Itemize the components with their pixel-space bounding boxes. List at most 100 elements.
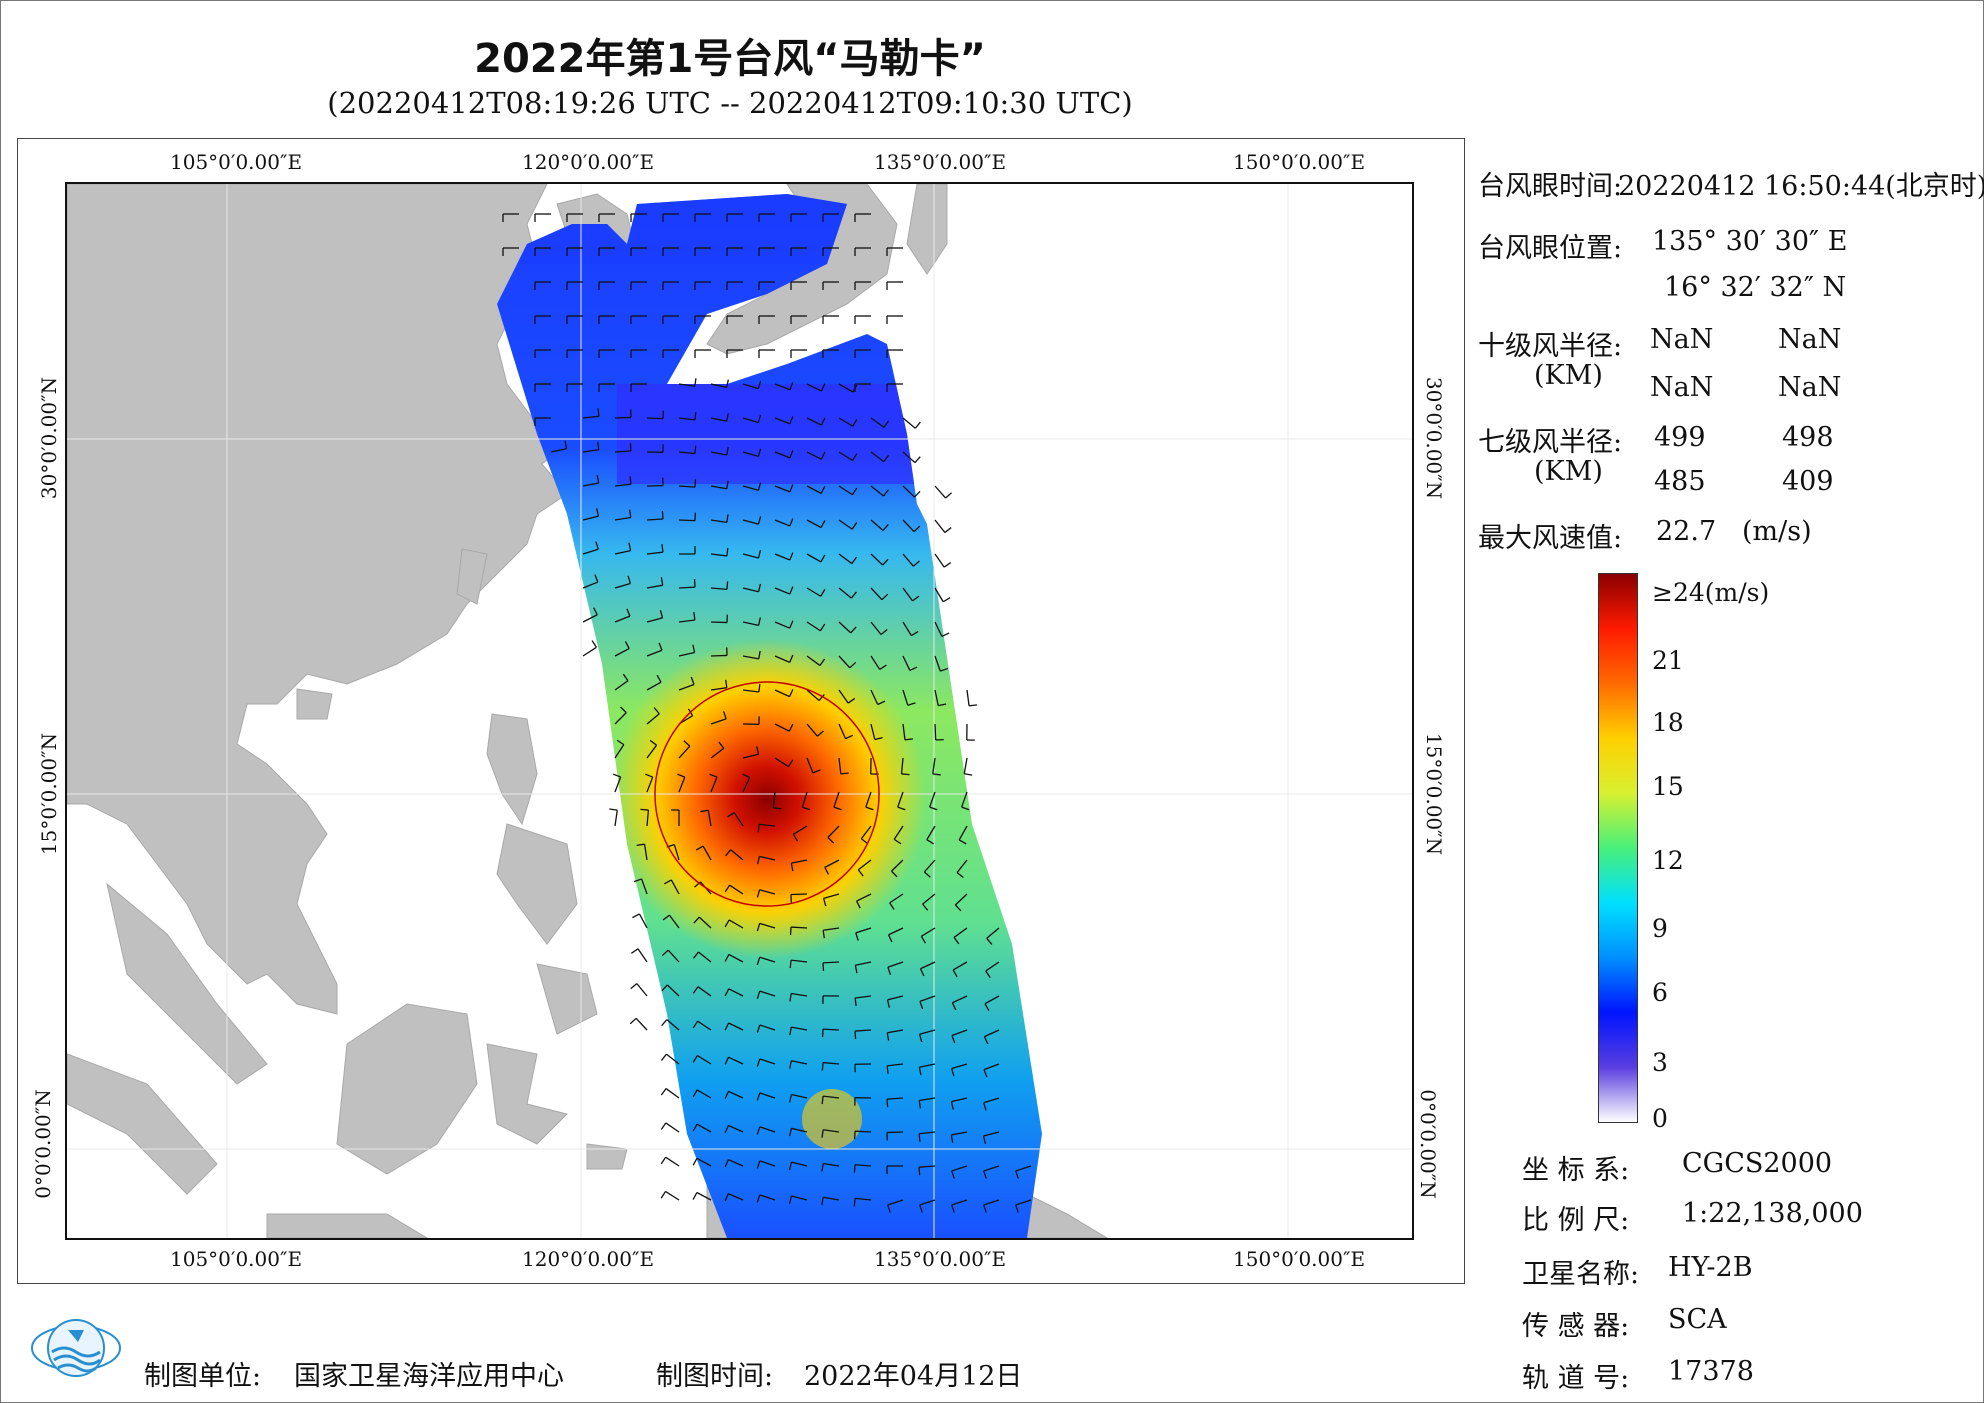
wind-barb — [728, 1193, 744, 1201]
wind-barb — [963, 757, 968, 774]
wind-barb-flag — [914, 421, 921, 429]
wind-barb-flag — [789, 1026, 792, 1036]
wind-barb — [791, 959, 808, 963]
wind-barb — [614, 549, 631, 555]
colorbar-tick-6: 6 — [1652, 978, 1668, 1007]
wind-barb-flag — [789, 484, 794, 493]
wind-barb — [806, 485, 822, 494]
wind-barb — [742, 655, 759, 660]
wind-barb-flag — [653, 707, 660, 715]
wind-barb-flag — [964, 773, 973, 776]
wind-barb — [953, 927, 968, 938]
wind-barb — [698, 916, 712, 929]
wind-barb-flag — [958, 839, 967, 845]
wind-barb — [730, 849, 744, 861]
wind-barb — [614, 483, 631, 487]
wind-barb — [902, 723, 906, 740]
wind-barb — [742, 621, 759, 626]
wind-barb — [550, 447, 567, 453]
wind-barb — [702, 845, 712, 861]
wind-barb — [983, 1131, 1000, 1137]
wind-barb-flag — [851, 556, 858, 564]
wind-barb-flag — [630, 983, 638, 990]
wind-barb — [887, 995, 904, 1001]
wind-barb-flag — [822, 930, 825, 939]
wind-barb-flag — [880, 628, 888, 635]
wind-barb-flag — [627, 575, 631, 584]
lat-label-left-0: 0°0′0.00″N — [30, 1089, 55, 1199]
wind-barb — [728, 1158, 744, 1167]
map-svg — [67, 184, 1412, 1238]
wind-barb-flag — [901, 773, 910, 776]
wind-barb-flag — [860, 838, 869, 845]
wind-barb-flag — [854, 997, 857, 1007]
wind-barb — [673, 844, 680, 861]
wind-barb — [919, 1097, 936, 1102]
wind-barb-flag — [724, 988, 730, 997]
wind-barb-flag — [692, 1192, 698, 1200]
wind-barb — [887, 1063, 904, 1067]
wind-barb-flag — [645, 773, 653, 778]
wind-barb — [646, 713, 660, 725]
lat-label-left-15: 15°0′0.00″N — [37, 732, 62, 856]
colorbar-tick-15: 15 — [1652, 772, 1684, 801]
wind-barb — [614, 680, 629, 691]
wind-barb-flag — [850, 626, 857, 634]
wind-barb — [954, 893, 968, 906]
r10-label: 十级风半径: — [1478, 331, 1623, 362]
maker-label: 制图单位: — [144, 1361, 262, 1392]
wind-barb — [759, 1194, 776, 1201]
wind-barb — [855, 1197, 872, 1201]
wind-barb-flag — [773, 807, 782, 810]
wind-barb-flag — [660, 1122, 667, 1130]
wind-barb — [774, 519, 791, 527]
wind-barb — [984, 1029, 1000, 1038]
wind-barb-flag — [932, 773, 941, 776]
wind-barb — [742, 485, 759, 491]
wind-barb-flag — [595, 541, 599, 550]
wind-barb — [774, 417, 791, 425]
wind-barb — [646, 810, 650, 827]
wind-barb-flag — [628, 542, 632, 551]
lon-label-bottom-150: 150°0′0.00″E — [1233, 1247, 1366, 1271]
wind-barb — [668, 914, 680, 929]
wind-barb — [934, 587, 944, 603]
wind-barb-flag — [626, 608, 631, 617]
wind-barb-flag — [944, 527, 952, 534]
wind-barb-flag — [889, 902, 895, 910]
wind-barb — [934, 553, 945, 568]
wind-barb — [902, 553, 914, 567]
wind-barb-flag — [913, 525, 921, 533]
wind-barb-flag — [951, 1068, 955, 1077]
wind-barb — [614, 647, 630, 657]
wind-barb-flag — [595, 508, 600, 517]
wind-barb-flag — [788, 723, 794, 732]
wind-barb-flag — [787, 759, 794, 767]
wind-barb-flag — [726, 547, 729, 557]
wind-barb — [774, 621, 791, 629]
wind-barb — [870, 519, 884, 531]
wind-barb — [870, 689, 879, 705]
wind-barb — [791, 992, 808, 997]
wind-barb — [665, 1122, 680, 1133]
wind-barb — [646, 417, 664, 420]
wind-barb-flag — [940, 667, 949, 672]
wind-barb-flag — [926, 839, 935, 845]
wind-barb — [640, 878, 648, 895]
wind-barb-flag — [853, 1164, 856, 1173]
wind-barb-flag — [812, 769, 821, 774]
max-wind-value: 22.7 — [1656, 516, 1717, 547]
colorbar-tick-24: ≥24(m/s) — [1652, 578, 1770, 607]
wind-barb-flag — [982, 1135, 987, 1144]
wind-barb-flag — [661, 949, 669, 957]
wind-barb-flag — [840, 772, 849, 775]
wind-barb — [759, 956, 776, 963]
lat-label-right-0: 0°0′0.00″N — [1415, 1089, 1440, 1199]
wind-barb — [614, 416, 632, 419]
wind-barb — [952, 961, 968, 971]
colorbar — [1598, 573, 1638, 1123]
wind-barb-flag — [593, 607, 598, 616]
wind-barb-flag — [660, 1088, 667, 1096]
wind-barb-flag — [789, 382, 794, 391]
wind-barb-flag — [904, 738, 914, 741]
